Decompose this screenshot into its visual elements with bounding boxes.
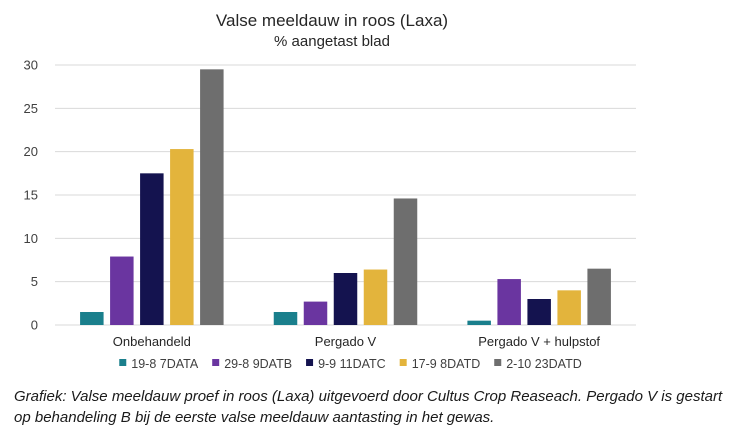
legend-swatch [399, 359, 407, 366]
x-axis-categories: Onbehandeld Pergado V Pergado V + hulpstof [113, 334, 601, 349]
category-label: Pergado V + hulpstof [478, 334, 600, 349]
legend-swatch [119, 359, 127, 366]
legend-label: 29-8 9DATB [224, 357, 292, 371]
bar [393, 198, 418, 325]
legend-label: 9-9 11DATC [318, 357, 386, 371]
y-tick-label: 25 [24, 101, 38, 116]
bar [140, 173, 164, 325]
bar [467, 320, 491, 325]
bar [170, 149, 194, 325]
bar [303, 301, 328, 325]
bar [80, 312, 104, 325]
legend-swatch [212, 359, 220, 366]
y-tick-label: 30 [24, 58, 38, 73]
bar [273, 312, 298, 325]
legend-swatch [306, 359, 314, 366]
bars [80, 69, 611, 325]
chart-subtitle: % aangetast blad [274, 33, 390, 50]
y-axis-ticks: 0 5 10 15 20 25 30 [24, 58, 38, 333]
y-tick-label: 0 [31, 318, 38, 333]
legend-label: 2-10 23DATD [506, 357, 582, 371]
category-label: Pergado V [315, 334, 377, 349]
bar [200, 69, 224, 325]
legend-swatch [494, 359, 502, 366]
y-tick-label: 15 [24, 188, 38, 203]
bar [527, 299, 551, 325]
y-tick-label: 5 [31, 274, 38, 289]
legend: 19-8 7DATA 29-8 9DATB 9-9 11DATC 17-9 8DATD… [119, 357, 582, 371]
bar [587, 268, 611, 325]
bar [333, 273, 358, 325]
chart-title: Valse meeldauw in roos (Laxa) [216, 11, 448, 30]
figure-caption: Grafiek: Valse meeldauw proef in roos (L… [14, 388, 723, 426]
bar-chart: Valse meeldauw in roos (Laxa) % aangetas… [24, 11, 636, 371]
bar [557, 290, 581, 325]
category-label: Onbehandeld [113, 334, 191, 349]
bar [497, 279, 521, 325]
legend-label: 19-8 7DATA [131, 357, 199, 371]
bar [363, 269, 388, 325]
legend-label: 17-9 8DATD [412, 357, 481, 371]
bar [110, 256, 134, 325]
y-tick-label: 20 [24, 144, 38, 159]
y-tick-label: 10 [24, 231, 38, 246]
